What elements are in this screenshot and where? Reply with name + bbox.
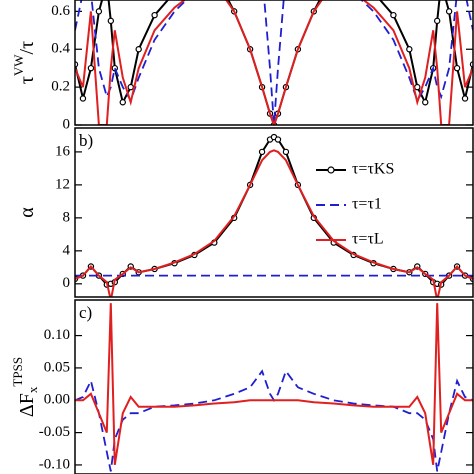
marker [406, 46, 413, 53]
y-label-part: /τ [16, 41, 38, 55]
y-tick-label: 0.00 [44, 392, 70, 408]
series-line [75, 149, 473, 297]
panel-label: c) [79, 303, 92, 322]
y-tick-label: 0.4 [51, 41, 70, 57]
plot-area [75, 133, 473, 297]
marker [87, 64, 95, 72]
y-tick-label: 0 [63, 275, 71, 291]
y-tick-label: 0.6 [51, 3, 70, 19]
marker [258, 148, 266, 156]
y-tick-label: 4 [63, 242, 71, 258]
marker [433, 17, 441, 25]
plot-area [75, 303, 473, 472]
y-axis-label: α [16, 207, 38, 218]
marker [127, 83, 134, 91]
y-axis-label: τVW/τ [11, 41, 38, 84]
marker [119, 99, 126, 106]
y-label-part: VW [11, 54, 26, 76]
y-label-part: TPSS [10, 357, 25, 387]
y-label-part: ΔF [16, 393, 38, 417]
marker [282, 148, 290, 156]
y-tick-label: -0.05 [39, 424, 70, 440]
panel-label: b) [79, 131, 93, 150]
y-tick-label: 16 [55, 143, 71, 159]
series-line [75, 0, 473, 125]
frame [74, 0, 474, 126]
series-line [75, 369, 473, 472]
y-axis-label: ΔFxTPSS [10, 357, 40, 417]
y-tick-label: 12 [55, 176, 70, 192]
marker [414, 83, 421, 91]
panel: 0 0.2 0.4 0.6 τVW/τ [11, 0, 474, 132]
y-tick-label: 0.05 [44, 359, 70, 375]
legend-label: τ=τL [352, 231, 384, 248]
y-label-part: α [16, 207, 38, 218]
marker [390, 11, 397, 19]
y-label-part: x [25, 386, 40, 393]
legend-label: τ=τKS [352, 161, 394, 178]
legend-marker [327, 166, 335, 174]
series-line [75, 135, 473, 286]
y-tick-label: 0 [63, 116, 71, 132]
marker [274, 136, 282, 143]
y-tick-label: 0.10 [44, 327, 70, 343]
marker [422, 99, 429, 106]
series-line [75, 0, 473, 125]
plot-area [75, 0, 473, 125]
y-tick-label: -0.10 [39, 456, 70, 472]
y-tick-label: 8 [63, 209, 71, 225]
panel: 0 4 8 12 16 α b) τ=τKS τ=τ1 τ=τL [16, 127, 474, 298]
series-line [75, 0, 473, 125]
marker [461, 95, 469, 102]
marker [95, 8, 103, 15]
frame [74, 127, 474, 298]
marker [135, 46, 142, 53]
marker [453, 64, 461, 72]
marker [79, 95, 87, 102]
marker [107, 17, 115, 25]
frame [74, 299, 474, 474]
marker [445, 8, 453, 15]
legend-label: τ=τ1 [352, 196, 382, 213]
y-label-part: τ [16, 76, 38, 84]
y-tick-label: 0.2 [51, 79, 70, 95]
marker [151, 11, 158, 19]
series-line [75, 303, 473, 466]
